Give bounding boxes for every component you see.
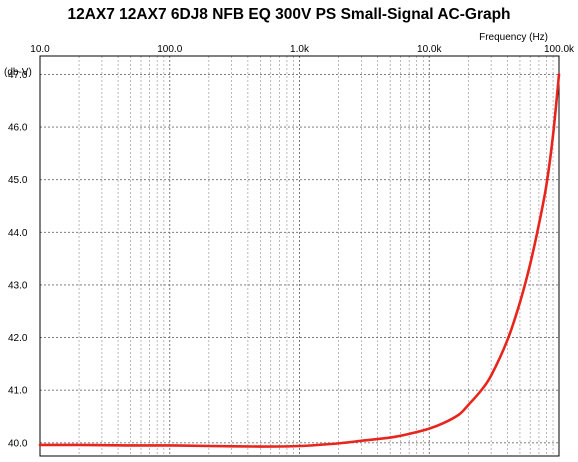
x-axis-label: Frequency (Hz)	[479, 32, 548, 43]
y-tick-label: 40.0	[8, 438, 28, 449]
tick-labels: 10.0 100.0 1.0k 10.0k 100.0k 40.0 41.0 42.0 43.0…	[8, 44, 575, 449]
y-tick-label: 45.0	[8, 175, 28, 186]
plot-border	[39, 55, 560, 457]
y-tick-label: 42.0	[8, 333, 28, 344]
x-tick-label: 10.0k	[417, 44, 442, 55]
series-layer	[38, 73, 561, 448]
y-tick-label: 43.0	[8, 280, 28, 291]
x-tick-label: 1.0k	[290, 44, 310, 55]
plot-frame	[39, 55, 560, 457]
x-tick-label: 10.0	[30, 44, 50, 55]
x-tick-label: 100.0	[157, 44, 182, 55]
series-line-0	[38, 73, 561, 448]
y-axis-label: (db-V)	[4, 67, 32, 78]
x-tick-label: 100.0k	[544, 44, 575, 55]
y-tick-label: 47.0	[8, 70, 28, 81]
grid-lines	[39, 56, 560, 456]
chart-title: 12AX7 12AX7 6DJ8 NFB EQ 300V PS Small-Si…	[67, 6, 511, 23]
y-tick-label: 46.0	[8, 123, 28, 134]
y-tick-label: 41.0	[8, 386, 28, 397]
y-tick-label: 44.0	[8, 228, 28, 239]
